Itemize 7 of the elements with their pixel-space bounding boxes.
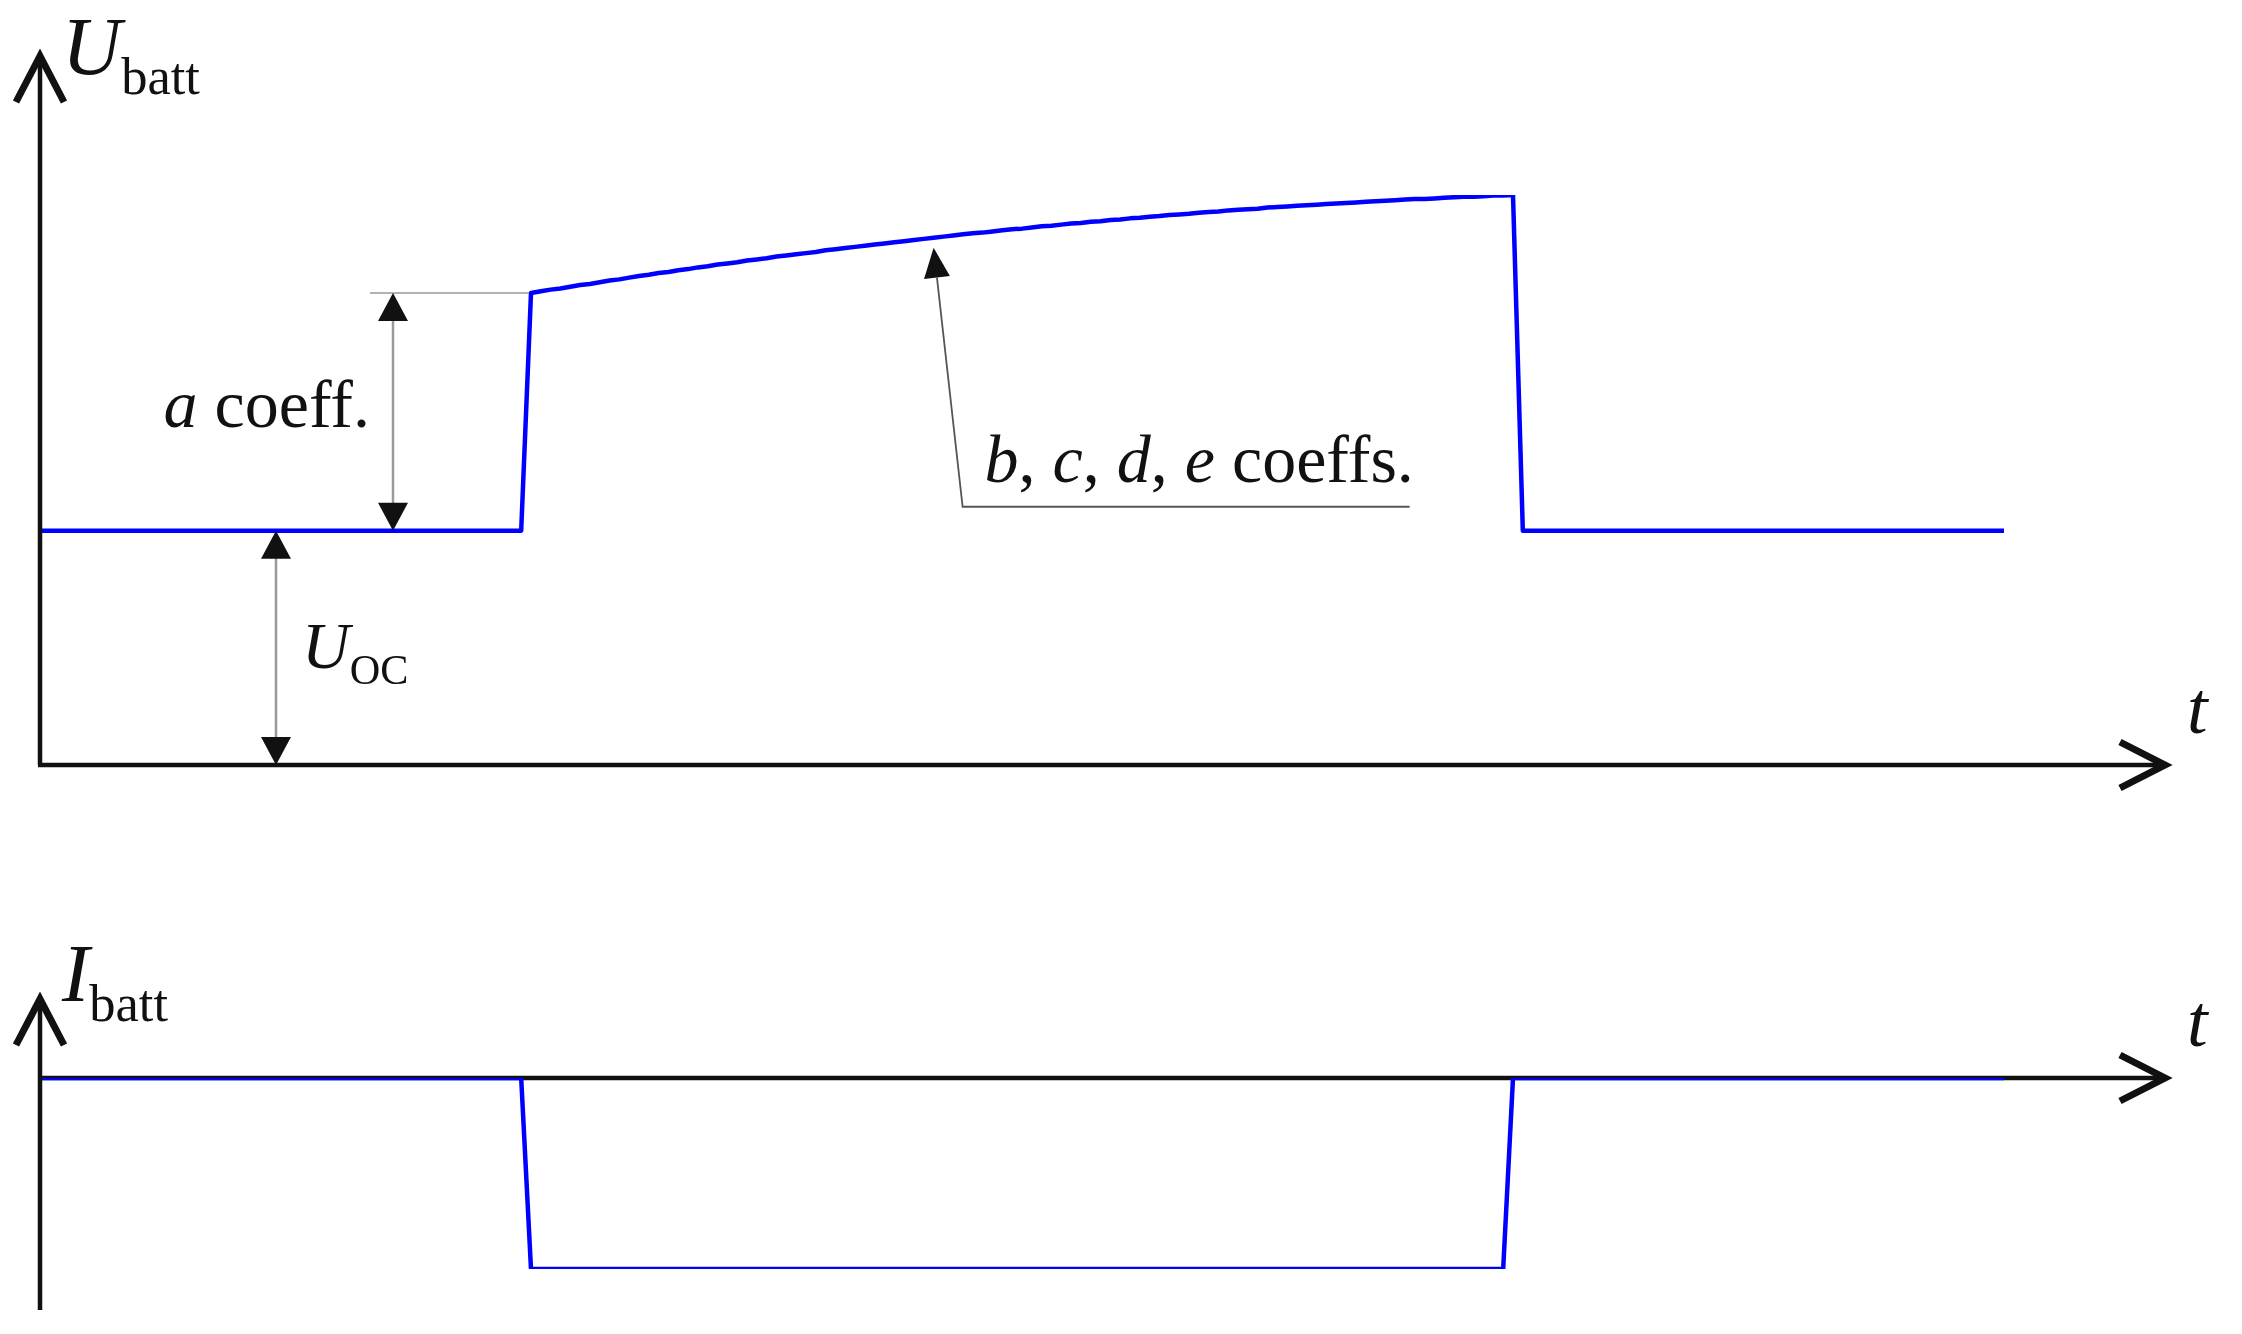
- x-axis-title: t: [2187, 667, 2210, 749]
- annotation: b, c, d, e coeffs.: [984, 420, 1414, 497]
- annotation: U$_{OC}$: [302, 608, 409, 693]
- y-axis-title: U$_{batt}$: [62, 1, 201, 105]
- annotation: a coeff.: [163, 365, 370, 442]
- y-axis-title: I$_{batt}$: [61, 928, 169, 1032]
- x-axis-title: t: [2187, 980, 2210, 1062]
